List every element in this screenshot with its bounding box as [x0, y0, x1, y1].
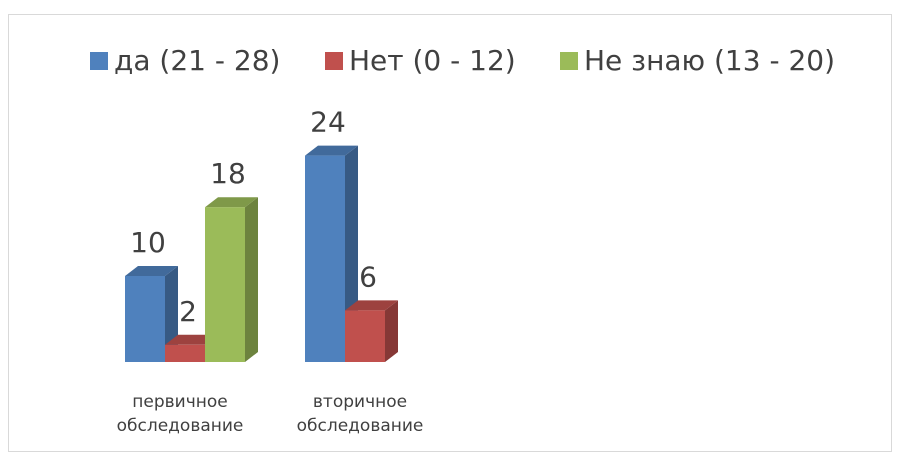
bar [205, 207, 245, 362]
legend-label: Нет (0 - 12) [349, 44, 516, 77]
legend-swatch [325, 52, 343, 70]
bar-top [165, 334, 218, 345]
data-label: 24 [310, 106, 346, 139]
bar-top [205, 197, 258, 208]
data-label: 2 [179, 295, 197, 328]
bar [165, 344, 205, 362]
bar-top [305, 145, 358, 156]
bar-top [345, 300, 398, 311]
bar-top [125, 266, 178, 276]
legend-swatch [90, 52, 108, 70]
data-label: 18 [210, 157, 246, 190]
bar [345, 310, 385, 362]
data-label: 6 [359, 260, 377, 293]
legend-label: да (21 - 28) [114, 44, 280, 77]
bar [305, 155, 345, 362]
bar-side [245, 197, 258, 362]
legend-swatch [560, 52, 578, 70]
x-tick-label: вторичное обследование [296, 392, 424, 436]
legend-label: Не знаю (13 - 20) [584, 44, 835, 77]
data-label: 10 [130, 226, 166, 259]
x-tick-label: первичное обследование [116, 392, 244, 436]
bar-side [385, 300, 398, 362]
bar [125, 276, 165, 362]
chart-border [8, 14, 892, 452]
